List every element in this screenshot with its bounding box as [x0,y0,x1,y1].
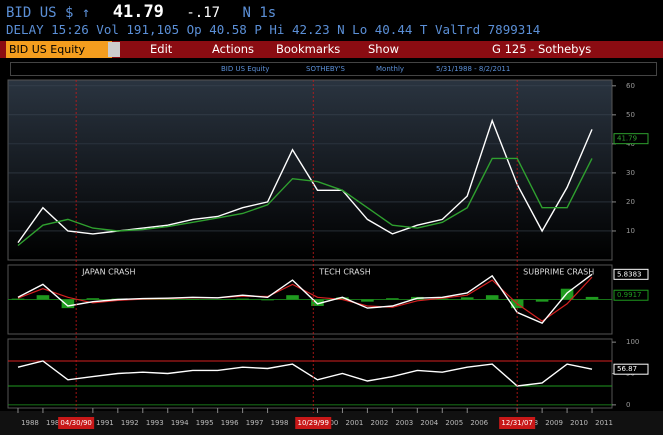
last-value-label: 56.87 [617,365,637,373]
x-axis-strip [0,411,663,435]
x-tick-label: 1995 [196,419,214,427]
x-tick-label: 1996 [221,419,239,427]
series-line [17,276,593,322]
last-value-box [613,289,649,301]
series-line [17,157,593,247]
series-line [17,273,593,325]
histogram-bar [435,298,449,300]
x-tick-label: 1991 [96,419,114,427]
histogram-bar [86,298,100,300]
x-tick-label: 2001 [346,419,364,427]
y-tick-label: 30 [626,169,635,177]
y-tick-label: 10 [626,227,635,235]
event-label-box [295,417,332,429]
histogram-bar [361,299,374,302]
x-tick-label: 2003 [395,419,413,427]
x-tick-label: 2002 [370,419,388,427]
x-tick-label: 1994 [171,419,189,427]
y-tick-label: 60 [626,82,635,90]
x-tick-label: 2004 [420,419,438,427]
x-tick-label: 2011 [595,419,613,427]
x-tick-label: 1997 [246,419,264,427]
toolbar: BID US Equity Edit Actions Bookmarks Sho… [0,41,663,58]
last-price: 41.79 [112,2,164,22]
event-label-box [58,417,95,429]
event-label-box [499,417,536,429]
detail-line: DELAY 15:26 Vol 191,105 Op 40.58 P Hi 42… [6,22,541,37]
annotation: TECH CRASH [318,268,370,277]
histogram-bar [585,296,599,300]
period: Monthly [376,65,405,73]
histogram-bar [311,299,324,306]
security: BID US Equity [221,65,270,73]
event-label: 10/29/99 [298,419,329,427]
y-tick-label: 20 [626,198,635,206]
histogram-bar [236,298,249,300]
histogram-bar [11,298,25,300]
histogram-bar [61,299,75,309]
event-label: 04/30/90 [60,419,91,427]
x-tick-label: 1993 [146,419,164,427]
x-tick-label: 1988 [21,419,39,427]
menu-edit[interactable]: Edit [150,42,173,56]
y-tick-label: 50 [626,111,635,119]
annotation: JAPAN CRASH [81,268,135,277]
histogram-bar [386,298,399,300]
histogram-bar [36,295,50,300]
annotation: SUBPRIME CRASH [523,268,594,277]
last-value-box [613,133,649,145]
quote-line: BID US $ ↑ 41.79 -.17 N 1s [6,2,290,22]
security-field[interactable]: BID US Equity [6,41,112,58]
menu-show[interactable]: Show [368,42,400,56]
chart-header: BID US Equity SOTHEBY'S Monthly 5/31/198… [10,62,657,76]
histogram-bar [485,295,499,300]
last-value-label: 41.79 [617,135,637,143]
ticker: BID US $ ↑ [6,5,91,21]
histogram-bar [460,297,474,300]
histogram-bar [336,297,349,300]
y-tick-label: 100 [626,338,639,346]
series-line [17,118,593,244]
source: N 1s [242,5,277,21]
x-tick-label: 2009 [545,419,563,427]
last-value-label: 0.9917 [617,291,642,299]
histogram-bar [535,299,549,302]
function-name: G 125 - Sothebys [492,42,592,56]
menu-actions[interactable]: Actions [212,42,255,56]
last-value-label: 5.8383 [617,270,642,278]
x-tick-label: 2010 [570,419,588,427]
histogram-bar [261,299,274,301]
last-value-box [613,268,649,280]
change: -.17 [186,5,221,21]
company: SOTHEBY'S [306,65,345,73]
x-tick-label: 1992 [121,419,139,427]
dropdown-button[interactable] [108,42,120,57]
x-tick-label: 2006 [470,419,488,427]
y-tick-label: 0 [626,401,630,409]
menu-bookmarks[interactable]: Bookmarks [276,42,341,56]
x-tick-label: 1989 [46,419,64,427]
date-range: 5/31/1988 - 8/2/2011 [436,65,511,73]
x-tick-label: 1998 [271,419,289,427]
event-label: 12/31/07 [501,419,532,427]
x-tick-label: 2005 [445,419,463,427]
panel-background [7,338,613,409]
series-line [17,360,593,387]
last-value-box [613,363,649,375]
histogram-bar [286,295,299,300]
